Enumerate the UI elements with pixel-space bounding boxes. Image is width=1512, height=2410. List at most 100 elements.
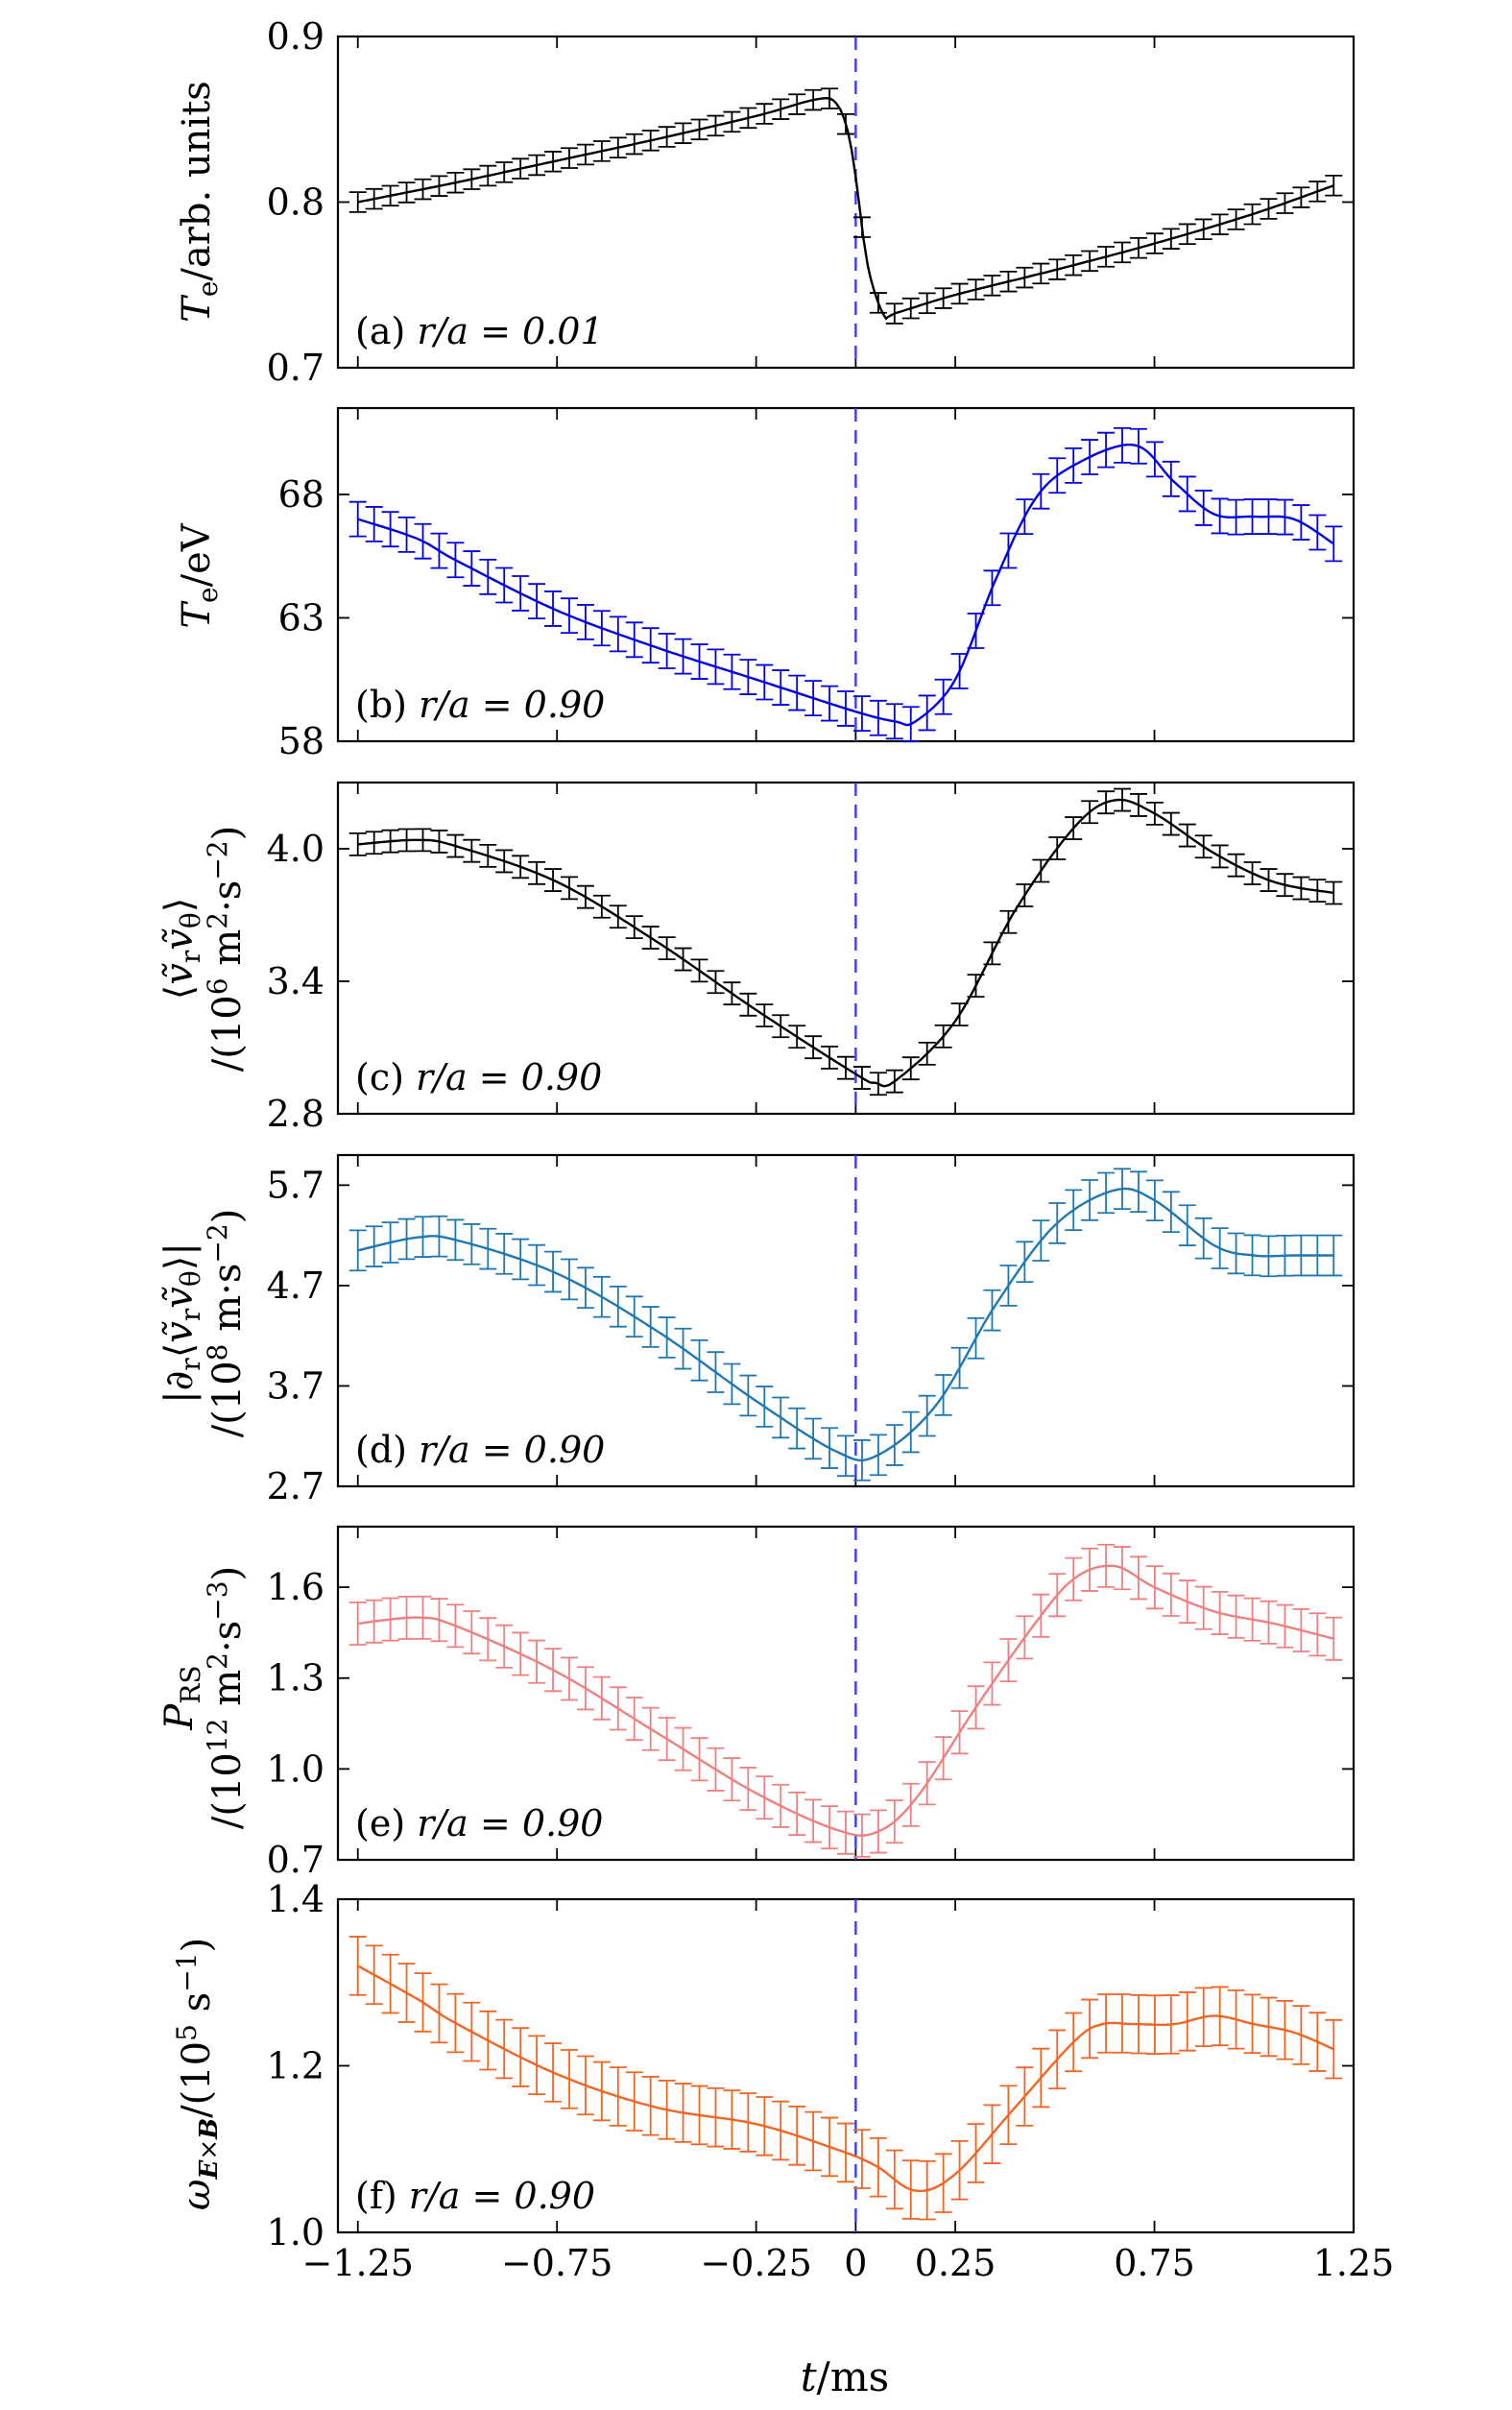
error-bar	[772, 669, 790, 706]
error-bar	[625, 1697, 643, 1742]
error-bar	[609, 136, 627, 158]
error-bar	[885, 703, 903, 740]
error-bar	[788, 1407, 806, 1450]
error-bar	[348, 1601, 367, 1646]
error-bar	[1227, 208, 1245, 230]
error-bar	[869, 1809, 887, 1854]
ylabel-panel-a: Te/arb. units	[175, 81, 224, 323]
y-tick-label: 1.6	[267, 1566, 324, 1608]
error-bar	[852, 1813, 871, 1858]
error-bar	[885, 1069, 903, 1094]
error-bar	[1048, 258, 1067, 280]
error-bar	[1081, 1179, 1099, 1221]
error-bar	[430, 175, 448, 197]
error-bar	[821, 685, 839, 722]
error-bar	[446, 1603, 465, 1649]
y-tick-label: 5.7	[267, 1164, 324, 1206]
error-bar	[1081, 800, 1099, 825]
error-bar	[658, 936, 676, 961]
error-bar	[365, 1599, 383, 1644]
y-tick-label: 1.0	[267, 2211, 324, 2253]
error-bar	[463, 168, 481, 190]
error-bar	[348, 1229, 367, 1272]
error-bar	[1325, 174, 1343, 197]
error-bar	[950, 1346, 969, 1389]
error-bar	[999, 1638, 1018, 1683]
error-bar	[430, 1983, 448, 2044]
error-bar	[512, 2027, 530, 2087]
error-bar	[1325, 525, 1343, 563]
error-bar	[560, 1656, 578, 1701]
error-bar	[1065, 816, 1083, 840]
error-bar	[592, 1675, 611, 1721]
error-bar	[869, 2136, 887, 2198]
error-bar	[1097, 246, 1116, 268]
error-bar	[983, 1661, 1001, 1706]
error-bar	[852, 1439, 871, 1482]
error-bar	[1211, 497, 1229, 535]
error-bar	[1292, 186, 1310, 208]
error-bar	[1194, 490, 1212, 526]
panel-e-frame	[336, 1525, 1356, 1862]
error-bar	[885, 1799, 903, 1844]
error-bar	[1211, 1591, 1229, 1635]
error-bar	[495, 161, 514, 183]
error-bar	[983, 2104, 1001, 2164]
error-bar	[348, 191, 367, 213]
error-bar	[918, 2159, 936, 2221]
error-bar	[1162, 460, 1180, 497]
error-bar	[1081, 250, 1099, 273]
error-bar	[983, 275, 1001, 297]
error-bar	[852, 216, 871, 238]
error-bar	[625, 1295, 643, 1338]
error-bar	[1325, 2018, 1343, 2080]
error-bar	[1292, 1607, 1310, 1652]
error-bar	[381, 829, 399, 854]
error-bar	[641, 1706, 660, 1751]
panel-c: 2.8 3.4 4.0 (c) r/a = 0.90	[267, 781, 1356, 1135]
error-bar	[576, 884, 594, 909]
error-bar	[674, 122, 692, 144]
error-bar	[1308, 879, 1327, 903]
y-tick-label: 63	[278, 596, 324, 639]
error-bar	[804, 1798, 823, 1844]
error-bar	[512, 575, 530, 612]
error-bar	[950, 653, 969, 689]
error-bar	[674, 1327, 692, 1370]
error-bar	[1178, 1204, 1196, 1246]
error-bar	[690, 118, 708, 141]
error-bar	[1114, 241, 1132, 264]
error-bar	[1048, 1202, 1067, 1244]
error-bar	[1081, 1547, 1099, 1592]
error-bar	[739, 659, 757, 695]
error-bar	[1227, 853, 1245, 878]
error-bar	[1097, 1993, 1116, 2054]
error-bar	[788, 1791, 806, 1836]
error-bar	[788, 2106, 806, 2166]
error-bar	[690, 643, 708, 680]
error-bar	[1016, 1241, 1034, 1284]
error-bar	[479, 164, 497, 187]
error-bar	[641, 926, 660, 950]
error-bar	[869, 1072, 887, 1097]
error-bar	[674, 1726, 692, 1771]
error-bar	[576, 1666, 594, 1711]
error-bar	[852, 2129, 871, 2189]
error-bar	[528, 1243, 546, 1287]
error-bar	[1260, 498, 1278, 535]
error-bar	[1276, 192, 1294, 214]
panel-e-annotation: (e) r/a = 0.90	[355, 1802, 603, 1844]
y-tick-label: 3.7	[267, 1364, 324, 1407]
error-bar	[512, 855, 530, 880]
error-bar	[1097, 1171, 1116, 1215]
error-bar	[1243, 861, 1261, 885]
error-bar	[560, 2049, 578, 2109]
error-bar	[609, 1686, 627, 1731]
error-bar	[381, 1597, 399, 1642]
error-bar	[1292, 876, 1310, 901]
error-bar	[1276, 498, 1294, 536]
error-bar	[772, 2100, 790, 2161]
error-bar	[821, 1427, 839, 1469]
error-bar	[707, 648, 725, 686]
